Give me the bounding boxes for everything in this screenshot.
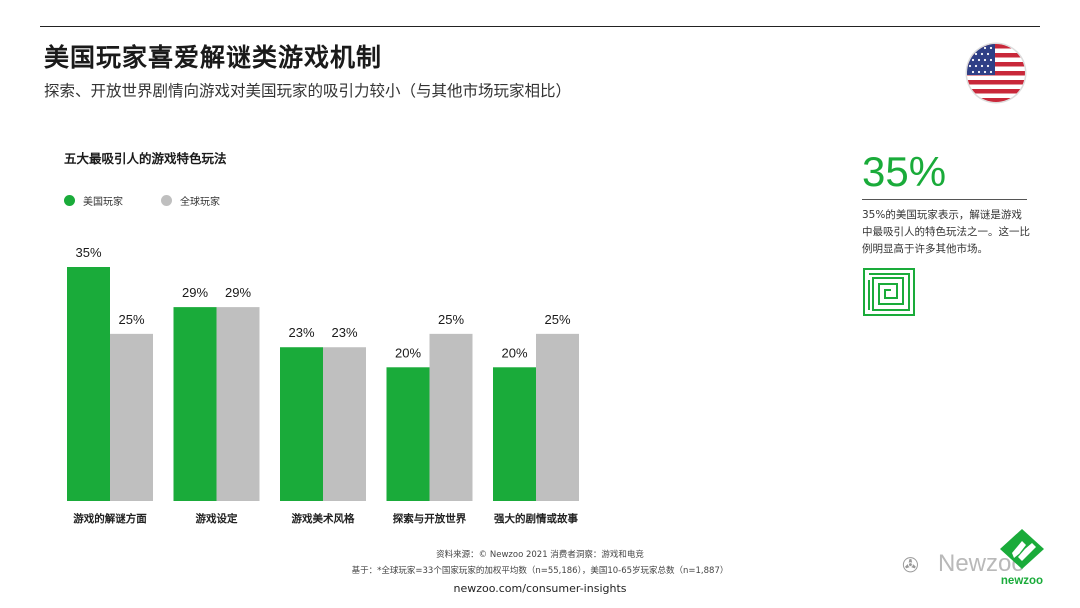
chart-title: 五大最吸引人的游戏特色玩法	[64, 151, 227, 166]
footer-url[interactable]: newzoo.com/consumer-insights	[453, 582, 627, 595]
bar-global-2	[323, 347, 366, 501]
data-label-us-3: 20%	[395, 345, 421, 360]
category-label-4: 强大的剧情或故事	[494, 512, 578, 525]
bar-us-0	[67, 267, 110, 501]
legend-swatch-global	[161, 195, 172, 206]
data-label-global-4: 25%	[544, 312, 570, 327]
footer-base: 基于：*全球玩家=33个国家玩家的加权平均数（n=55,186），美国10-65…	[351, 566, 729, 576]
bar-us-2	[280, 347, 323, 501]
maze-icon	[863, 268, 915, 316]
callout-text: 35%的美国玩家表示，解谜是游戏中最吸引人的特色玩法之一。这一比例明显高于许多其…	[862, 209, 1030, 255]
callout-value: 35%	[862, 148, 947, 195]
legend-item-global: 全球玩家	[161, 193, 220, 208]
category-label-3: 探索与开放世界	[393, 512, 467, 525]
legend-swatch-us	[64, 195, 75, 206]
category-label-2: 游戏美术风格	[292, 512, 355, 525]
data-label-global-3: 25%	[438, 312, 464, 327]
page-subtitle: 探索、开放世界剧情向游戏对美国玩家的吸引力较小（与其他市场玩家相比）	[44, 82, 572, 100]
svg-text:newzoo: newzoo	[1001, 575, 1043, 587]
bar-global-4	[536, 333, 579, 501]
bar-global-0	[110, 333, 153, 501]
callout-rule	[862, 199, 1027, 200]
data-label-us-2: 23%	[288, 325, 314, 340]
wechat-icon: ✇	[902, 553, 919, 577]
legend-label-us: 美国玩家	[83, 197, 123, 208]
bar-us-1	[173, 307, 217, 501]
bar-us-4	[493, 367, 536, 501]
legend-item-us: 美国玩家	[64, 193, 123, 208]
footer-source: 资料来源：© Newzoo 2021 消费者洞察：游戏和电竞	[436, 550, 644, 560]
data-label-us-1: 29%	[182, 285, 208, 300]
category-label-0: 游戏的解谜方面	[73, 512, 147, 525]
data-label-global-1: 29%	[225, 285, 251, 300]
bar-global-3	[429, 333, 473, 501]
legend-label-global: 全球玩家	[180, 197, 220, 208]
data-label-us-0: 35%	[75, 245, 101, 260]
newzoo-logo: newzoo	[1000, 529, 1044, 587]
category-label-1: 游戏设定	[196, 512, 238, 525]
data-label-global-0: 25%	[118, 312, 144, 327]
data-label-global-2: 23%	[331, 325, 357, 340]
bar-us-3	[386, 367, 430, 501]
chart-legend: 美国玩家 全球玩家	[64, 193, 258, 208]
bar-global-1	[216, 307, 260, 501]
data-label-us-4: 20%	[501, 345, 527, 360]
us-flag-icon	[965, 42, 1027, 104]
top-rule	[40, 26, 1040, 27]
page-title: 美国玩家喜爱解谜类游戏机制	[44, 43, 383, 72]
